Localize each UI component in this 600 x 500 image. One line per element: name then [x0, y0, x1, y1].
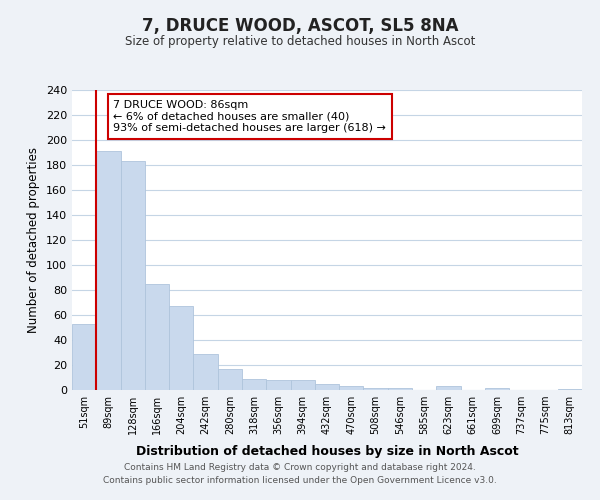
- Text: 7, DRUCE WOOD, ASCOT, SL5 8NA: 7, DRUCE WOOD, ASCOT, SL5 8NA: [142, 18, 458, 36]
- Bar: [485, 388, 509, 390]
- Bar: [315, 384, 339, 390]
- Text: 7 DRUCE WOOD: 86sqm
← 6% of detached houses are smaller (40)
93% of semi-detache: 7 DRUCE WOOD: 86sqm ← 6% of detached hou…: [113, 100, 386, 133]
- Bar: [121, 161, 145, 390]
- Y-axis label: Number of detached properties: Number of detached properties: [28, 147, 40, 333]
- Bar: [193, 354, 218, 390]
- Text: Size of property relative to detached houses in North Ascot: Size of property relative to detached ho…: [125, 35, 475, 48]
- Bar: [242, 379, 266, 390]
- Bar: [436, 386, 461, 390]
- Bar: [72, 324, 96, 390]
- Text: Contains HM Land Registry data © Crown copyright and database right 2024.: Contains HM Land Registry data © Crown c…: [124, 464, 476, 472]
- Text: Contains public sector information licensed under the Open Government Licence v3: Contains public sector information licen…: [103, 476, 497, 485]
- Bar: [364, 388, 388, 390]
- Bar: [290, 380, 315, 390]
- X-axis label: Distribution of detached houses by size in North Ascot: Distribution of detached houses by size …: [136, 446, 518, 458]
- Bar: [218, 369, 242, 390]
- Bar: [266, 380, 290, 390]
- Bar: [558, 389, 582, 390]
- Bar: [145, 284, 169, 390]
- Bar: [339, 386, 364, 390]
- Bar: [388, 388, 412, 390]
- Bar: [96, 151, 121, 390]
- Bar: [169, 306, 193, 390]
